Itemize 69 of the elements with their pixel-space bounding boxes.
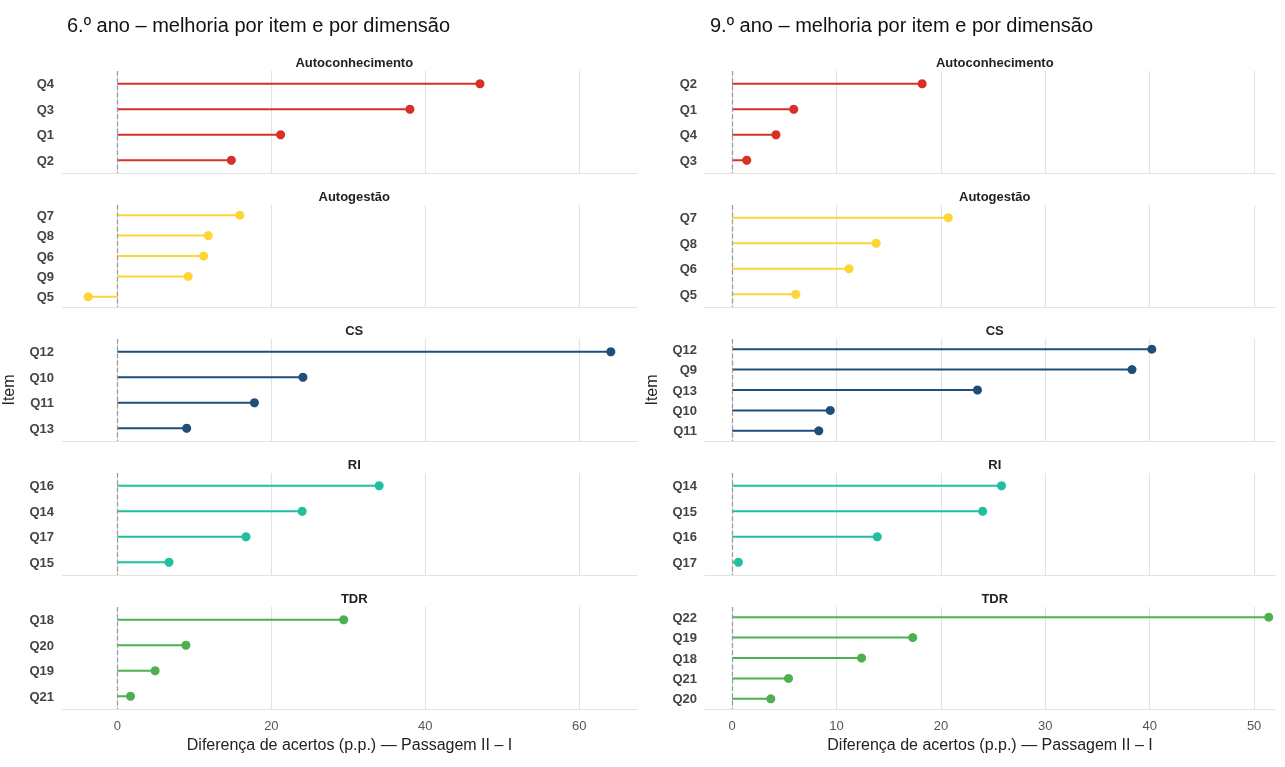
x-tick-label: 0: [113, 718, 122, 733]
chart-subtitle: TDR: [340, 591, 369, 606]
y-tick-label: Q15: [29, 554, 54, 570]
y-tick-label: Q21: [29, 688, 54, 704]
y-tick-label: Q14: [671, 478, 698, 494]
y-tick-label: Q4: [36, 76, 55, 92]
chart-subtitle: RI: [347, 457, 361, 472]
chart-subtitle: CS: [345, 323, 364, 338]
y-tick-label: Q3: [679, 152, 697, 168]
y-tick-label: Q20: [29, 637, 54, 653]
y-tick-label: Q2: [36, 152, 54, 168]
y-tick-label: Q6: [36, 248, 54, 264]
y-tick-label: Q10: [29, 369, 54, 385]
x-tick-label: 40: [418, 718, 433, 733]
chart-subtitle: CS: [985, 323, 1004, 338]
y-tick-label: Q8: [679, 235, 697, 251]
y-tick-label: Q10: [671, 402, 697, 418]
y-tick-label: Q21: [671, 670, 697, 686]
y-tick-label: Q11: [672, 423, 697, 439]
y-tick-label: Q13: [29, 420, 54, 436]
y-tick-label: Q3: [36, 101, 54, 117]
y-tick-label: Q8: [36, 228, 54, 244]
y-tick-label: Q15: [671, 503, 697, 519]
y-axis-title: Item: [642, 374, 659, 406]
y-tick-label: Q19: [671, 630, 697, 646]
y-tick-label: Q13: [671, 382, 697, 398]
y-tick-label: Q11: [30, 395, 54, 411]
y-axis-title: Item: [0, 374, 17, 406]
chart-subtitle: Autoconhecimento: [295, 55, 414, 70]
y-tick-label: Q17: [29, 529, 54, 545]
x-tick-label: 0: [728, 718, 736, 733]
y-tick-label: Q19: [29, 663, 54, 679]
chart-subtitle: Autoconhecimento: [935, 55, 1054, 70]
y-tick-label: Q12: [671, 341, 697, 357]
y-tick-label: Q14: [29, 503, 55, 519]
y-tick-label: Q7: [36, 207, 54, 223]
chart-title: 9.º ano – melhoria por item e por dimensão: [709, 14, 1093, 36]
y-tick-label: Q4: [679, 127, 698, 143]
y-tick-label: Q5: [679, 286, 697, 302]
x-tick-label: 50: [1246, 718, 1261, 733]
x-tick-label: 40: [1141, 718, 1157, 733]
x-axis-title: Diferença de acertos (p.p.) — Passagem II – I: [186, 736, 513, 754]
y-tick-label: Q18: [29, 612, 54, 628]
y-tick-label: Q18: [671, 650, 697, 666]
chart-subtitle: Autogestão: [318, 189, 391, 204]
y-tick-label: Q1: [679, 101, 697, 117]
y-tick-label: Q16: [671, 529, 697, 545]
y-tick-label: Q17: [671, 554, 697, 570]
chart-subtitle: Autogestão: [958, 189, 1031, 204]
y-tick-label: Q16: [29, 478, 54, 494]
y-tick-label: Q7: [679, 210, 697, 226]
y-tick-label: Q9: [36, 268, 54, 284]
y-tick-label: Q5: [36, 289, 54, 305]
x-axis-title: Diferença de acertos (p.p.) — Passagem II – I: [826, 736, 1153, 754]
y-tick-label: Q2: [679, 76, 697, 92]
x-tick-label: 20: [933, 718, 948, 733]
y-tick-label: Q9: [679, 362, 697, 378]
y-tick-label: Q22: [671, 609, 697, 625]
y-tick-label: Q20: [671, 691, 697, 707]
y-tick-label: Q1: [36, 127, 54, 143]
x-tick-label: 60: [572, 718, 587, 733]
x-tick-label: 10: [828, 718, 844, 733]
y-tick-label: Q12: [29, 344, 54, 360]
x-tick-label: 20: [264, 718, 279, 733]
chart-subtitle: TDR: [980, 591, 1009, 606]
chart-title: 6.º ano – melhoria por item e por dimensão: [67, 14, 451, 36]
y-tick-label: Q6: [679, 261, 697, 277]
chart-subtitle: RI: [987, 457, 1001, 472]
x-tick-label: 30: [1037, 718, 1053, 733]
